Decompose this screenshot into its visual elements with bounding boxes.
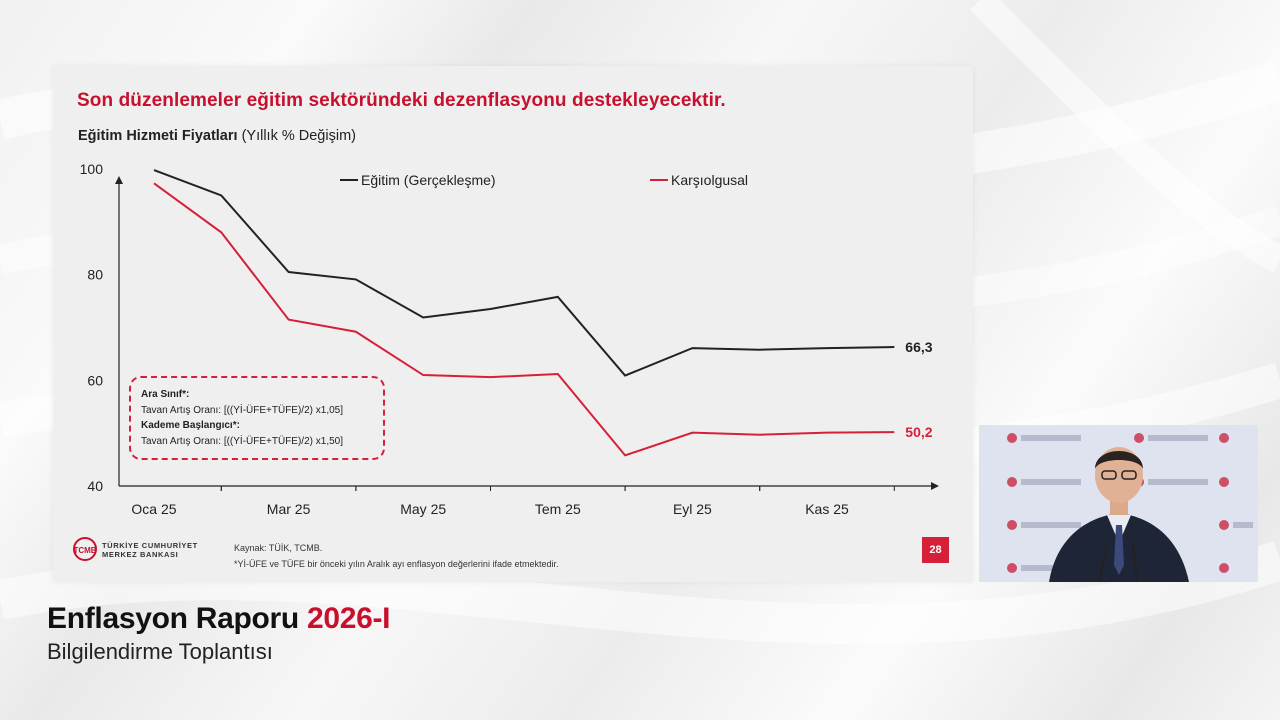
report-subtitle: Bilgilendirme Toplantısı xyxy=(47,639,273,664)
footnote-text: *Yİ-ÜFE ve TÜFE bir önceki yılın Aralık … xyxy=(234,559,559,569)
presentation-slide: Son düzenlemeler eğitim sektöründeki dez… xyxy=(53,66,973,582)
y-tick-label: 60 xyxy=(87,372,103,388)
y-tick-label: 80 xyxy=(87,267,103,283)
presenter-video xyxy=(979,425,1258,582)
x-tick-label: Tem 25 xyxy=(535,501,581,517)
y-axis-arrow xyxy=(115,176,123,184)
note-line-1: Ara Sınıf*: xyxy=(141,389,190,400)
x-tick-label: May 25 xyxy=(400,501,446,517)
note-line-2: Tavan Artış Oranı: [((Yİ-ÜFE+TÜFE)/2) x1… xyxy=(141,404,343,416)
logo-line-2: MERKEZ BANKASI xyxy=(102,550,179,559)
slide-headline: Son düzenlemeler eğitim sektöründeki dez… xyxy=(77,90,726,111)
page-number-badge: 28 xyxy=(922,537,949,563)
source-footnote: Kaynak: TÜİK, TCMB. *Yİ-ÜFE ve TÜFE bir … xyxy=(234,540,558,572)
logo-line-1: TÜRKİYE CUMHURİYET xyxy=(102,541,198,550)
series-line-counterfactual xyxy=(153,182,895,457)
legend-label: Eğitim (Gerçekleşme) xyxy=(361,172,496,188)
tcmb-emblem-icon: TCMB xyxy=(73,537,97,561)
end-value-label: 50,2 xyxy=(905,424,932,440)
x-tick-label: Mar 25 xyxy=(267,501,311,517)
legend-label: Karşıolgusal xyxy=(671,172,748,188)
y-tick-label: 100 xyxy=(80,161,104,177)
x-axis-arrow xyxy=(931,482,939,490)
note-line-3: Kademe Başlangıcı*: xyxy=(141,420,240,431)
report-title: Enflasyon Raporu 2026-I xyxy=(47,602,391,636)
tcmb-logo: TCMB TÜRKİYE CUMHURİYET MERKEZ BANKASI xyxy=(72,536,202,562)
line-chart: 40 60 80 100 Oca 25 Mar 25 May 25 Tem 25 Eyl 25 K… xyxy=(80,161,939,517)
series-line-actual xyxy=(153,169,895,377)
presenter-video-frame xyxy=(979,425,1258,582)
note-line-4: Tavan Artış Oranı: [((Yİ-ÜFE+TÜFE)/2) x1… xyxy=(141,435,343,447)
y-tick-label: 40 xyxy=(87,478,103,494)
chart-subtitle: Eğitim Hizmeti Fiyatları (Yıllık % Değiş… xyxy=(78,128,356,144)
report-title-main: Enflasyon Raporu xyxy=(47,602,307,635)
chart-subtitle-rest: (Yıllık % Değişim) xyxy=(237,128,356,144)
source-text: Kaynak: TÜİK, TCMB. xyxy=(234,543,323,553)
report-title-accent: 2026-I xyxy=(306,602,391,635)
formula-note-box: Ara Sınıf*: Tavan Artış Oranı: [((Yİ-ÜFE… xyxy=(129,376,385,460)
x-tick-label: Eyl 25 xyxy=(673,501,712,517)
chart-subtitle-bold: Eğitim Hizmeti Fiyatları xyxy=(78,128,238,144)
x-tick-label: Kas 25 xyxy=(805,501,849,517)
x-tick-label: Oca 25 xyxy=(131,501,176,517)
end-value-label: 66,3 xyxy=(905,339,932,355)
logo-mark-text: TCMB xyxy=(73,546,96,555)
